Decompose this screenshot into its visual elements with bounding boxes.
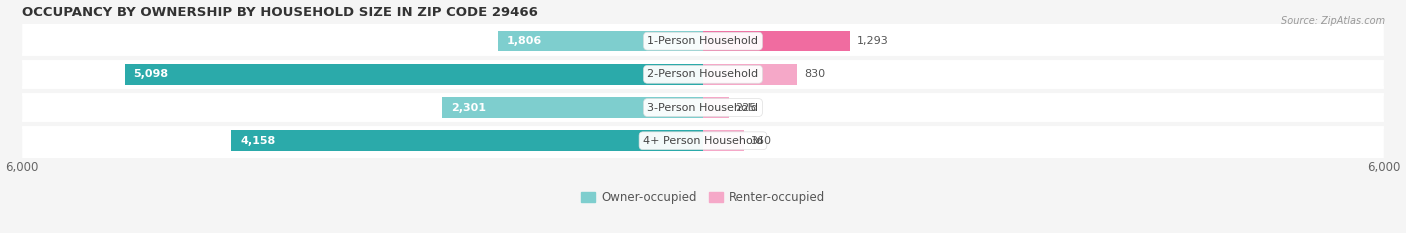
Text: 1,293: 1,293 — [856, 36, 889, 46]
Bar — [498, 31, 703, 51]
Bar — [703, 130, 744, 151]
FancyBboxPatch shape — [22, 86, 1384, 129]
Legend: Owner-occupied, Renter-occupied: Owner-occupied, Renter-occupied — [576, 186, 830, 208]
Text: 3-Person Household: 3-Person Household — [648, 103, 758, 113]
Bar — [703, 64, 797, 85]
Bar — [231, 130, 703, 151]
Text: 4+ Person Household: 4+ Person Household — [643, 136, 763, 146]
Text: 1-Person Household: 1-Person Household — [648, 36, 758, 46]
Text: 360: 360 — [751, 136, 772, 146]
Text: 225: 225 — [735, 103, 756, 113]
Bar — [125, 64, 703, 85]
Text: OCCUPANCY BY OWNERSHIP BY HOUSEHOLD SIZE IN ZIP CODE 29466: OCCUPANCY BY OWNERSHIP BY HOUSEHOLD SIZE… — [22, 6, 538, 19]
Bar — [441, 97, 703, 118]
Text: Source: ZipAtlas.com: Source: ZipAtlas.com — [1281, 16, 1385, 26]
Text: 2,301: 2,301 — [451, 103, 486, 113]
Text: 4,158: 4,158 — [240, 136, 276, 146]
Text: 1,806: 1,806 — [508, 36, 543, 46]
Bar — [703, 97, 728, 118]
Text: 5,098: 5,098 — [134, 69, 169, 79]
FancyBboxPatch shape — [22, 20, 1384, 63]
FancyBboxPatch shape — [22, 119, 1384, 162]
Text: 830: 830 — [804, 69, 825, 79]
Text: 2-Person Household: 2-Person Household — [647, 69, 759, 79]
Bar — [703, 31, 849, 51]
FancyBboxPatch shape — [22, 53, 1384, 96]
